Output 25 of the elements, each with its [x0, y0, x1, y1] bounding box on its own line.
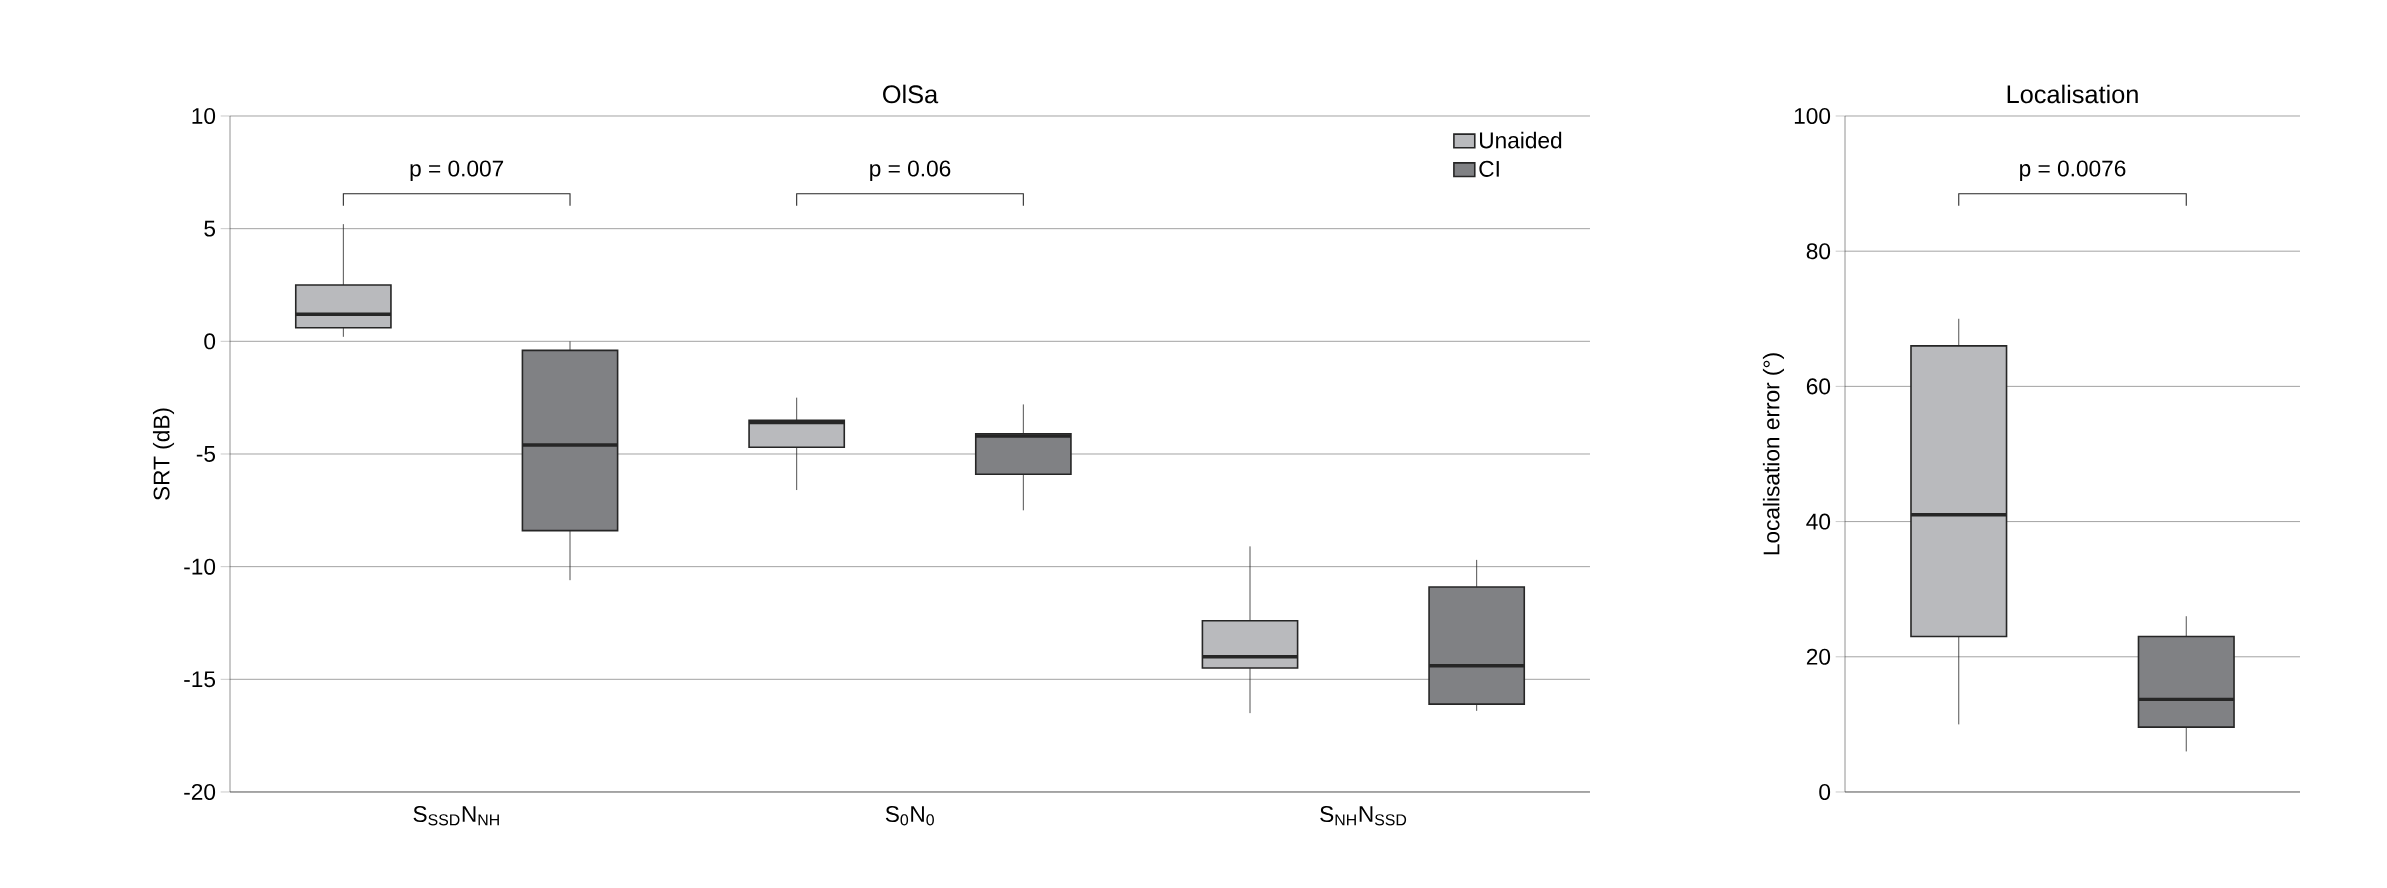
x-tick-label: S$_{0}$N$_{0}$: [885, 806, 934, 826]
y-tick-label: 100: [1794, 107, 1831, 125]
y-tick-label: 5: [204, 220, 216, 237]
legend-label: CI: [1479, 160, 1499, 177]
y-tick-label: 80: [1806, 243, 1831, 260]
annotation: p = 0.06: [870, 160, 951, 182]
y-axis-title: SRT (dB): [152, 408, 175, 500]
y-tick-label: -5: [196, 446, 216, 462]
annotation: p = 0.0076: [2020, 160, 2126, 182]
y-axis-title: Localisation error (°): [1762, 353, 1784, 555]
legend-label: Unaided: [1479, 131, 1562, 149]
chart-title: Localisation: [2007, 84, 2138, 104]
y-tick-label: 0: [204, 333, 216, 350]
y-tick-label: 60: [1806, 378, 1831, 395]
y-tick-label: 40: [1806, 513, 1831, 530]
y-tick-label: 10: [192, 107, 216, 125]
annotation: p = 0.007: [410, 160, 504, 182]
y-tick-label: -15: [184, 671, 216, 688]
x-tick-label: S$_{SSD}$N$_{NH}$: [413, 806, 499, 826]
y-tick-label: 0: [1819, 783, 1831, 801]
y-tick-label: -10: [184, 558, 216, 575]
y-tick-label: 20: [1806, 648, 1831, 665]
chart-title: OlSa: [883, 84, 939, 104]
y-tick-label: -20: [184, 783, 216, 801]
x-tick-label: S$_{NH}$N$_{SSD}$: [1320, 806, 1407, 826]
